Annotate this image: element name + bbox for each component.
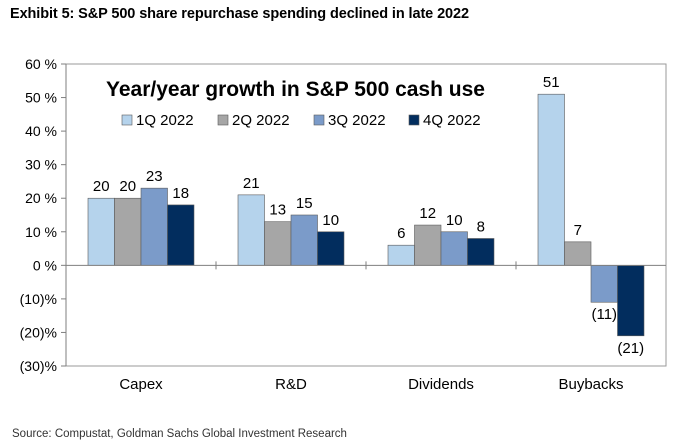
data-label: 6 xyxy=(397,225,405,242)
legend-label: 4Q 2022 xyxy=(423,112,481,129)
data-label: 8 xyxy=(477,218,485,235)
bar xyxy=(414,224,442,266)
bar xyxy=(114,197,142,266)
bar xyxy=(87,197,115,266)
exhibit-title: Exhibit 5: S&P 500 share repurchase spen… xyxy=(10,6,469,22)
bar xyxy=(590,265,618,303)
x-axis: Capex R&D Dividends Buybacks xyxy=(66,261,666,393)
data-label: 10 xyxy=(322,212,339,229)
y-tick-label: 10 % xyxy=(25,224,57,240)
chart-title: Year/year growth in S&P 500 cash use xyxy=(106,78,485,101)
y-tick-label: 40 % xyxy=(25,123,57,139)
category-label: Dividends xyxy=(408,376,474,393)
bar xyxy=(564,241,592,266)
legend-label: 2Q 2022 xyxy=(232,112,290,129)
y-tick-label: (10)% xyxy=(20,291,57,307)
bar xyxy=(467,238,495,266)
data-label: 51 xyxy=(543,74,560,91)
data-label: 20 xyxy=(119,178,136,195)
y-tick-label: 60 % xyxy=(25,56,57,72)
data-label: 13 xyxy=(269,202,286,219)
bars-group: 20 20 23 18 21 13 15 10 6 12 10 8 51 7 (11)(21) xyxy=(87,74,645,357)
category-label: Buybacks xyxy=(558,376,623,393)
category-label: Capex xyxy=(119,376,163,393)
bar xyxy=(617,265,645,337)
source-note: Source: Compustat, Goldman Sachs Global … xyxy=(12,428,347,440)
y-tick-label: 0 % xyxy=(33,257,57,273)
data-label: 18 xyxy=(172,185,189,202)
bar xyxy=(317,231,345,266)
data-label: (21) xyxy=(617,340,644,357)
data-label: 10 xyxy=(446,212,463,229)
bar xyxy=(387,244,415,266)
bar xyxy=(237,194,265,266)
legend: 1Q 2022 2Q 2022 3Q 2022 4Q 2022 xyxy=(121,112,481,129)
data-label: 20 xyxy=(93,178,110,195)
legend-swatch xyxy=(217,114,229,126)
data-label: (11) xyxy=(591,306,617,323)
y-tick-label: (20)% xyxy=(20,324,57,340)
bar xyxy=(264,221,292,266)
legend-swatch xyxy=(408,114,420,126)
data-label: 21 xyxy=(243,175,260,192)
y-tick-label: 20 % xyxy=(25,190,57,206)
y-tick-label: (30)% xyxy=(20,358,57,374)
category-label: R&D xyxy=(275,376,307,393)
bar xyxy=(290,214,318,266)
bar xyxy=(140,187,168,266)
y-tick-label: 30 % xyxy=(25,157,57,173)
data-label: 23 xyxy=(146,168,163,185)
data-label: 15 xyxy=(296,195,313,212)
legend-swatch xyxy=(121,114,133,126)
y-axis: 60 % 50 % 40 % 30 % 20 % 10 % 0 % (10)% (20)% (30… xyxy=(20,56,67,374)
legend-swatch xyxy=(313,114,325,126)
bar xyxy=(537,93,565,266)
data-label: 12 xyxy=(419,205,436,222)
bar xyxy=(167,204,195,266)
bar xyxy=(440,231,468,266)
legend-label: 1Q 2022 xyxy=(136,112,194,129)
data-label: 7 xyxy=(574,222,582,239)
y-tick-label: 50 % xyxy=(25,90,57,106)
legend-label: 3Q 2022 xyxy=(328,112,386,129)
